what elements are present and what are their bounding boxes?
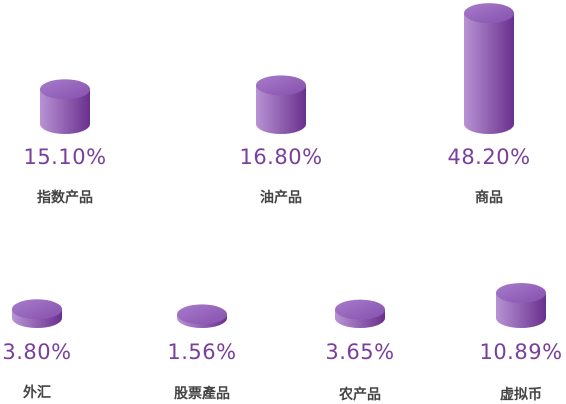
cylinder-bar — [40, 79, 90, 134]
cylinder-body — [40, 89, 90, 134]
cylinder-top — [464, 3, 514, 24]
category-label: 指数产品 — [37, 190, 93, 206]
cylinder-bar — [12, 299, 62, 328]
cylinder-bar — [335, 299, 385, 328]
category-label: 股票產品 — [174, 386, 230, 402]
cylinder-top — [496, 282, 546, 303]
cylinder-top — [40, 79, 90, 100]
cylinder-bar — [256, 75, 306, 134]
category-label: 农产品 — [339, 387, 381, 403]
category-label: 油产品 — [260, 190, 302, 206]
value-label: 15.10% — [23, 145, 107, 169]
cylinder-body — [464, 13, 514, 135]
cylinder-body — [256, 85, 306, 134]
cylinder-bar — [177, 304, 227, 328]
value-label: 10.89% — [479, 340, 563, 364]
cylinder-top — [256, 75, 306, 96]
cylinder-bar — [464, 3, 514, 135]
category-label: 商品 — [475, 190, 503, 206]
value-label: 3.80% — [2, 340, 72, 364]
category-label: 外汇 — [23, 385, 51, 401]
value-label: 3.65% — [325, 340, 395, 364]
value-label: 16.80% — [239, 145, 323, 169]
cylinder-body — [496, 292, 546, 328]
cylinder-top — [12, 299, 62, 320]
cylinder-bar — [496, 282, 546, 328]
cylinder-top — [335, 299, 385, 320]
category-label: 虚拟币 — [500, 387, 542, 403]
cylinder-top — [177, 304, 227, 325]
value-label: 1.56% — [167, 340, 237, 364]
value-label: 48.20% — [447, 145, 531, 169]
